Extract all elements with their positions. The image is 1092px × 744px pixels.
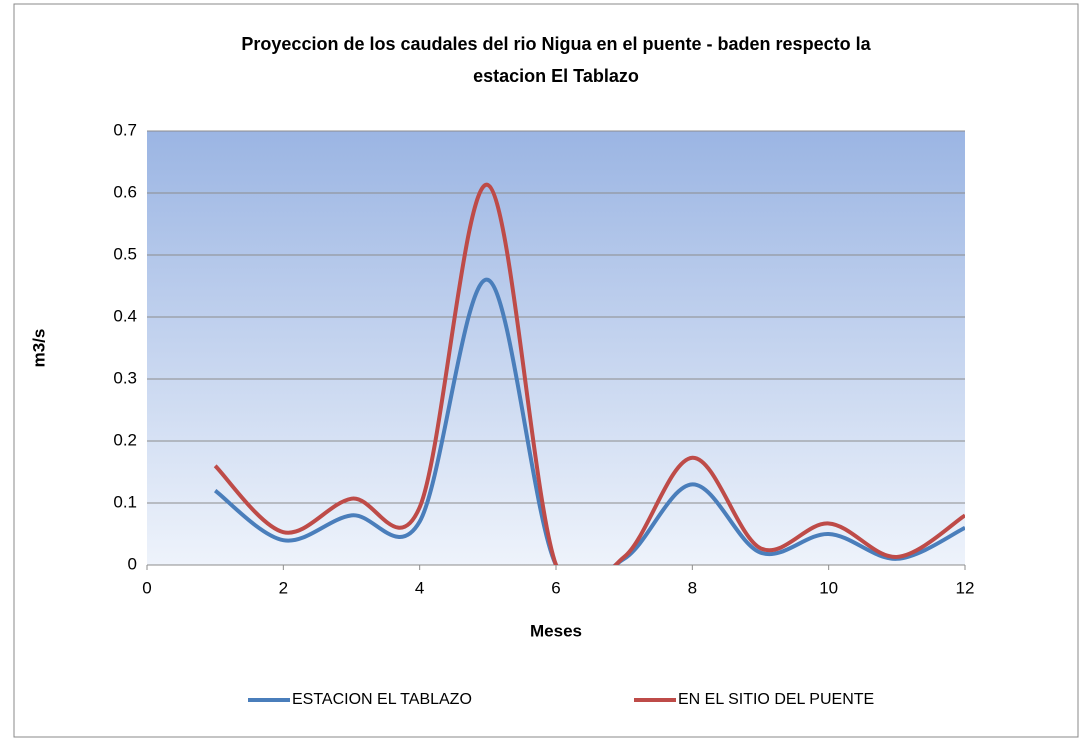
legend-label: ESTACION EL TABLAZO [292,691,472,708]
chart-title: Proyeccion de los caudales del rio Nigua… [241,34,871,54]
y-tick-label: 0.3 [113,368,137,387]
x-tick-label: 10 [819,578,838,597]
y-tick-label: 0.2 [113,430,137,449]
y-tick-label: 0.1 [113,492,137,511]
x-tick-label: 0 [142,578,151,597]
y-tick-label: 0.7 [113,120,137,139]
x-tick-label: 4 [415,578,424,597]
legend-label: EN EL SITIO DEL PUENTE [678,691,874,708]
x-tick-label: 8 [688,578,697,597]
y-tick-label: 0.4 [113,306,137,325]
x-tick-label: 6 [551,578,560,597]
chart-title: estacion El Tablazo [473,66,639,86]
series-group [213,182,965,565]
line-series [213,182,965,565]
x-tick-label: 12 [956,578,975,597]
y-tick-label: 0 [128,554,137,573]
x-tick-label: 2 [279,578,288,597]
plot-area [147,131,965,565]
x-axis-title: Meses [530,621,582,640]
y-axis-title: m3/s [29,329,48,368]
y-tick-label: 0.6 [113,182,137,201]
y-tick-label: 0.5 [113,244,137,263]
